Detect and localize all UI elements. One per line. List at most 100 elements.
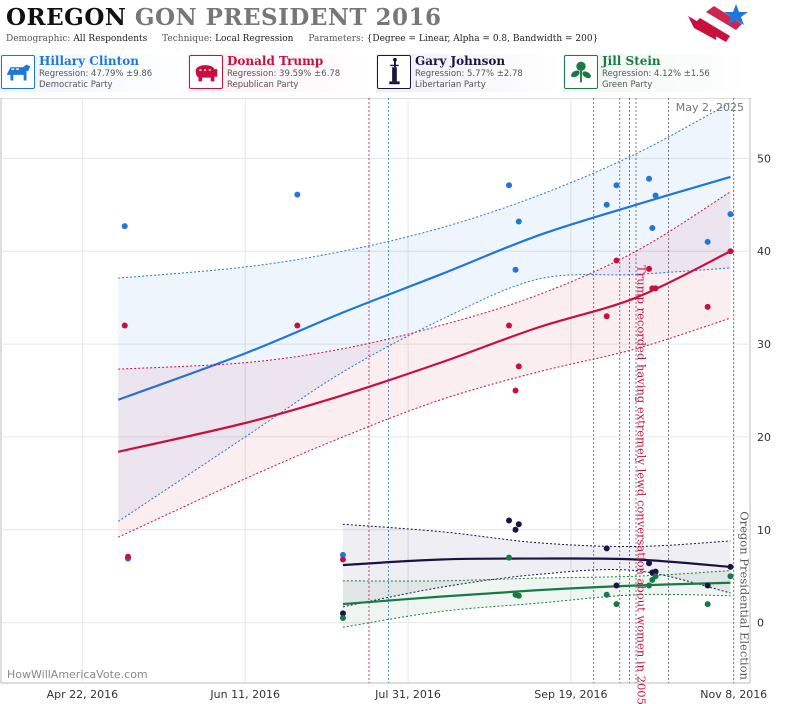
poll-point <box>294 322 301 329</box>
demographic-label: Demographic: <box>6 34 71 44</box>
poll-point <box>603 201 610 208</box>
series-group <box>117 191 731 538</box>
poll-point <box>649 225 656 231</box>
upper-bound-line <box>118 102 731 279</box>
parameters-value[interactable]: {Degree = Linear, Alpha = 0.8, Bandwidth… <box>366 34 599 44</box>
trend-line <box>342 557 731 569</box>
watermark: HowWillAmericaVote.com <box>7 668 148 681</box>
poll-point <box>506 517 513 524</box>
poll-point <box>646 265 653 272</box>
poll-point <box>121 223 128 230</box>
page-title: OREGON GON PRESIDENT 2016 <box>6 4 442 31</box>
y-tick-label: 0 <box>757 617 764 630</box>
header: OREGON GON PRESIDENT 2016 Demographic: A… <box>0 0 789 52</box>
poll-point <box>704 303 711 310</box>
x-tick-label: Sep 19, 2016 <box>534 688 607 701</box>
candidate-regression: Regression: 39.59% ±6.78 <box>227 69 341 79</box>
y-tick-label: 20 <box>757 431 771 444</box>
poll-point <box>646 582 653 589</box>
candidate-name: Hillary Clinton <box>39 54 139 68</box>
elephant-icon <box>189 55 223 89</box>
poll-point <box>339 610 346 617</box>
y-tick-label: 10 <box>757 524 771 537</box>
poll-point <box>506 322 513 329</box>
candidate-legend: Hillary Clinton Regression: 47.79% ±9.86… <box>0 54 789 94</box>
event-annotation: Trump recorded having extremely lewd con… <box>635 265 649 704</box>
trend-line <box>342 581 731 606</box>
poll-point <box>613 582 620 589</box>
candidate-party: Green Party <box>602 80 653 90</box>
poll-point <box>515 363 522 370</box>
lower-bound-line <box>342 569 731 608</box>
poll-point <box>652 285 659 292</box>
candidate-card[interactable]: Gary Johnson Regression: 5.77% ±2.78 Lib… <box>376 54 562 92</box>
x-tick-label: Jun 11, 2016 <box>209 688 280 701</box>
x-tick-label: Apr 22, 2016 <box>47 688 119 701</box>
poll-point <box>125 553 132 560</box>
x-tick-label: Jul 31, 2016 <box>374 688 441 701</box>
poll-point <box>704 238 711 245</box>
demographic-value[interactable]: All Respondents <box>73 34 148 44</box>
trend-line <box>117 250 731 453</box>
candidate-regression: Regression: 5.77% ±2.78 <box>415 69 523 79</box>
series-group <box>342 570 731 628</box>
candidate-card[interactable]: Jill Stein Regression: 4.12% ±1.56 Green… <box>563 54 749 92</box>
candidate-card[interactable]: Donald Trump Regression: 39.59% ±6.78 Re… <box>188 54 374 92</box>
parameters-label: Parameters: <box>308 34 364 44</box>
poll-point <box>512 526 519 533</box>
trend-line <box>117 175 731 401</box>
series-group <box>342 523 731 608</box>
y-tick-label: 30 <box>757 338 771 351</box>
poll-point <box>727 573 734 580</box>
technique-value[interactable]: Local Regression <box>215 34 294 44</box>
upper-bound-line <box>342 570 731 582</box>
poll-point <box>603 313 610 320</box>
title-state: OREGON <box>6 4 127 31</box>
date-label: May 2, 2025 <box>676 101 744 114</box>
poll-point <box>727 211 734 218</box>
poll-point <box>727 563 734 570</box>
poll-point <box>512 266 519 273</box>
poll-point <box>613 257 620 264</box>
poll-point <box>652 573 659 580</box>
poll-point <box>613 601 620 608</box>
upper-bound-line <box>342 523 731 548</box>
confidence-band <box>342 524 731 607</box>
poll-point <box>704 601 711 608</box>
flag-star-icon[interactable] <box>686 2 750 50</box>
candidate-regression: Regression: 47.79% ±9.86 <box>39 69 153 79</box>
candidate-name: Jill Stein <box>602 54 661 68</box>
lower-bound-line <box>342 593 731 628</box>
candidate-name: Gary Johnson <box>415 54 506 68</box>
poll-point <box>646 175 653 182</box>
poll-point <box>339 615 346 621</box>
leaf-flower-icon <box>564 55 598 89</box>
poll-point <box>727 248 734 255</box>
title-rest: GON PRESIDENT 2016 <box>134 4 442 31</box>
poll-point <box>603 545 610 552</box>
candidate-name: Donald Trump <box>227 54 324 68</box>
poll-point <box>515 521 522 528</box>
statue-of-liberty-icon <box>377 55 411 89</box>
poll-point <box>704 582 711 589</box>
poll-point <box>294 191 301 198</box>
candidate-party: Libertarian Party <box>415 80 486 90</box>
y-tick-label: 40 <box>757 245 771 258</box>
candidate-regression: Regression: 4.12% ±1.56 <box>602 69 710 79</box>
confidence-band <box>118 191 731 538</box>
poll-point <box>515 592 522 599</box>
parameters-line: Demographic: All Respondents Technique: … <box>6 34 598 44</box>
candidate-party: Republican Party <box>227 80 299 90</box>
lower-bound-line <box>117 267 731 522</box>
candidate-party: Democratic Party <box>39 80 113 90</box>
poll-point <box>603 591 610 598</box>
poll-point <box>652 192 659 199</box>
poll-point <box>512 387 519 394</box>
poll-point <box>339 551 346 558</box>
poll-point <box>613 182 620 189</box>
poll-point <box>121 322 128 329</box>
candidate-card[interactable]: Hillary Clinton Regression: 47.79% ±9.86… <box>0 54 186 92</box>
lower-bound-line <box>118 317 731 538</box>
event-annotation: Oregon Presidential Election <box>738 511 752 680</box>
poll-point <box>646 560 653 567</box>
